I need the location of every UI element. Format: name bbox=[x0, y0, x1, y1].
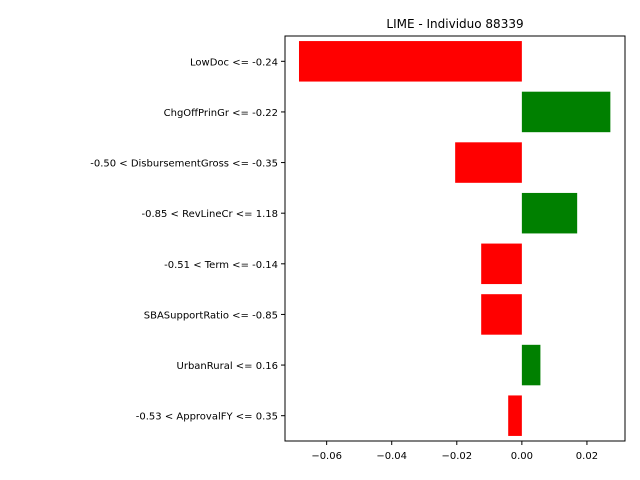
bar-7 bbox=[521, 344, 541, 386]
y-tick-label: -0.50 < DisbursementGross <= -0.35 bbox=[90, 159, 278, 170]
bar-6 bbox=[481, 294, 522, 335]
y-tick-label: SBASupportRatio <= -0.85 bbox=[144, 310, 278, 321]
bar-8 bbox=[508, 395, 522, 436]
y-tick-label: LowDoc <= -0.24 bbox=[190, 57, 278, 68]
y-tick-label: -0.51 < Term <= -0.14 bbox=[164, 260, 278, 271]
bar-3 bbox=[455, 142, 522, 183]
x-tick-label: −0.06 bbox=[311, 451, 342, 462]
y-tick-label: UrbanRural <= 0.16 bbox=[177, 361, 278, 372]
y-tick-label: ChgOffPrinGr <= -0.22 bbox=[164, 108, 278, 119]
x-tick-label: 0.02 bbox=[576, 451, 598, 462]
y-tick-label: -0.85 < RevLineCr <= 1.18 bbox=[142, 209, 279, 220]
bar-1 bbox=[298, 41, 522, 82]
chart-title: LIME - Individuo 88339 bbox=[386, 17, 523, 31]
bar-5 bbox=[481, 243, 522, 285]
y-tick-labels: LowDoc <= -0.24 ChgOffPrinGr <= -0.22 -0.5… bbox=[90, 57, 285, 423]
bars-group bbox=[298, 41, 611, 436]
x-ticks: −0.06 −0.04 −0.02 0.00 0.02 bbox=[311, 441, 598, 462]
bar-4 bbox=[521, 192, 578, 234]
bar-2 bbox=[521, 91, 611, 133]
x-tick-label: 0.00 bbox=[511, 451, 533, 462]
plot-frame bbox=[284, 35, 626, 442]
x-tick-label: −0.04 bbox=[376, 451, 407, 462]
y-tick-label: -0.53 < ApprovalFY <= 0.35 bbox=[136, 412, 278, 423]
x-tick-label: −0.02 bbox=[441, 451, 472, 462]
